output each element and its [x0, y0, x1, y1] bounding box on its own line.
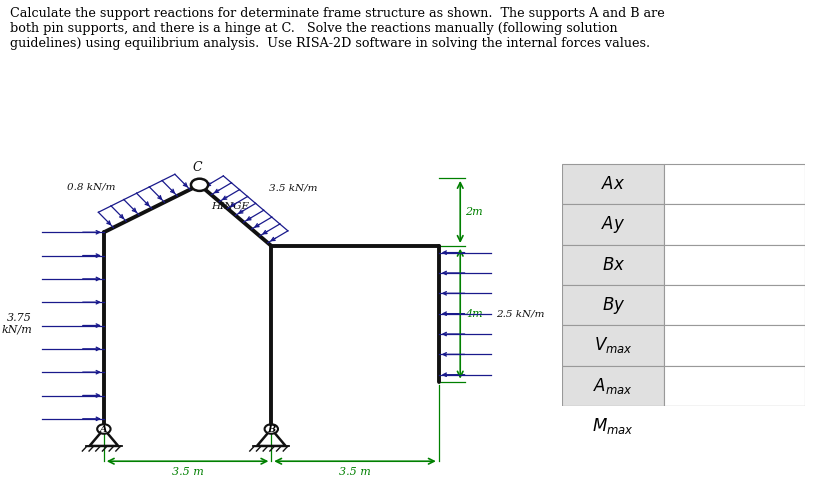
Bar [562, 285, 664, 325]
Bar [562, 325, 664, 366]
Bar [562, 406, 664, 446]
Text: 4m: 4m [465, 309, 483, 319]
Text: 0.8 kN/m: 0.8 kN/m [67, 182, 116, 191]
Bar [664, 366, 805, 406]
Bar [562, 366, 664, 406]
Text: 3.5 m: 3.5 m [339, 467, 371, 477]
Bar [664, 204, 805, 245]
Text: $\mathit{Ax}$: $\mathit{Ax}$ [601, 175, 626, 193]
Bar [664, 285, 805, 325]
Text: 3.75
kN/m: 3.75 kN/m [2, 313, 32, 335]
Circle shape [264, 424, 278, 434]
Text: C: C [192, 161, 202, 174]
Text: $\mathit{Ay}$: $\mathit{Ay}$ [601, 214, 626, 235]
Text: B: B [267, 425, 275, 434]
Bar [562, 164, 664, 204]
Bar [664, 164, 805, 204]
Bar [664, 245, 805, 285]
Text: $\mathit{Bx}$: $\mathit{Bx}$ [602, 256, 625, 274]
Circle shape [191, 179, 209, 191]
Text: $\mathit{M}_\mathit{max}$: $\mathit{M}_\mathit{max}$ [592, 416, 634, 436]
Bar [562, 204, 664, 245]
Bar [664, 325, 805, 366]
Text: $\mathit{V}_\mathit{max}$: $\mathit{V}_\mathit{max}$ [594, 336, 633, 355]
Text: 3.5 kN/m: 3.5 kN/m [269, 184, 318, 193]
Text: $\mathit{A}_\mathit{max}$: $\mathit{A}_\mathit{max}$ [594, 376, 633, 396]
Text: $\mathit{By}$: $\mathit{By}$ [602, 295, 625, 316]
Text: 2m: 2m [465, 207, 483, 217]
Circle shape [97, 424, 111, 434]
Text: A: A [100, 425, 108, 434]
Text: HINGE: HINGE [212, 202, 250, 211]
Text: 2.5 kN/m: 2.5 kN/m [496, 309, 544, 318]
Bar [562, 245, 664, 285]
Text: Calculate the support reactions for determinate frame structure as shown.  The s: Calculate the support reactions for dete… [10, 7, 665, 50]
Text: 3.5 m: 3.5 m [172, 467, 204, 477]
Bar [664, 406, 805, 446]
